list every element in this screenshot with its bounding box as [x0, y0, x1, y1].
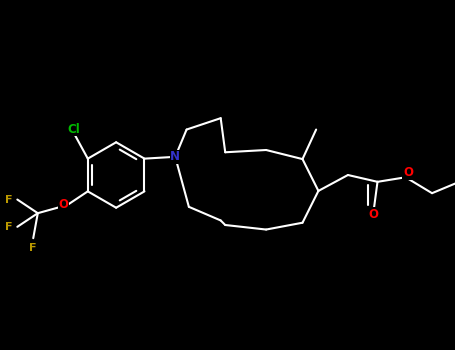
Text: O: O [368, 208, 378, 221]
Text: F: F [30, 243, 37, 253]
Text: N: N [170, 150, 180, 163]
Text: O: O [59, 198, 69, 211]
Text: F: F [5, 195, 13, 204]
Text: Cl: Cl [68, 122, 81, 135]
Text: F: F [5, 222, 13, 232]
Text: O: O [403, 166, 413, 179]
